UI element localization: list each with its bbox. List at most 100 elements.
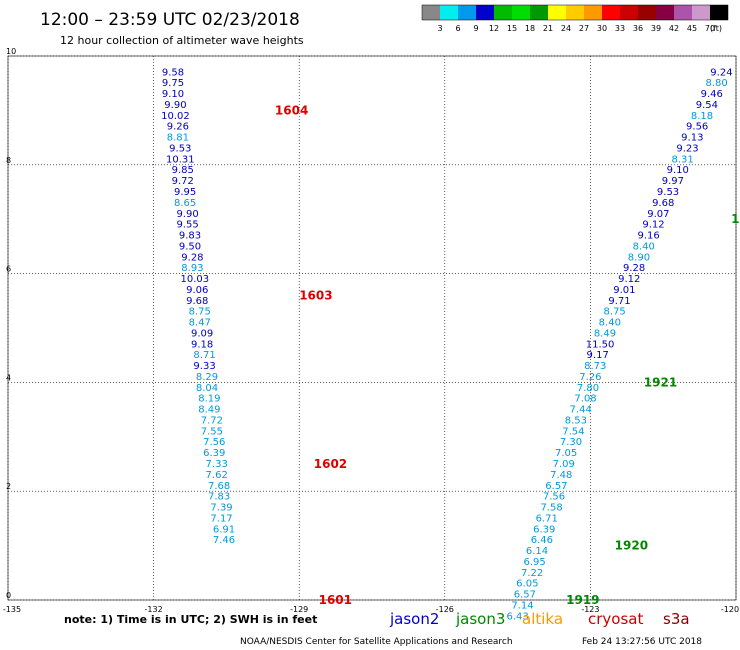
y-tick-label: 6 xyxy=(6,265,11,274)
pass-number: 1601 xyxy=(319,593,352,607)
swh-value: 6.71 xyxy=(536,513,558,524)
pass-number: 1604 xyxy=(275,103,308,117)
swh-value: 6.57 xyxy=(514,590,536,601)
swh-value: 6.95 xyxy=(523,557,545,568)
swh-value: 9.71 xyxy=(608,296,630,307)
chart-subtitle: 12 hour collection of altimeter wave hei… xyxy=(60,34,304,47)
swh-value: 9.07 xyxy=(647,209,669,220)
swh-value: 9.10 xyxy=(162,89,184,100)
swh-value: 9.09 xyxy=(191,328,213,339)
scale-swatch xyxy=(656,5,674,20)
swh-value: 8.71 xyxy=(193,350,215,361)
swh-value: 8.19 xyxy=(198,394,220,405)
scale-swatch xyxy=(602,5,620,20)
swh-value: 8.18 xyxy=(691,111,713,122)
swh-value: 9.53 xyxy=(169,143,191,154)
x-tick-label: -120 xyxy=(721,605,739,614)
plot-grid xyxy=(7,55,737,601)
x-tick-label: -132 xyxy=(145,605,163,614)
y-tick-label: 10 xyxy=(6,47,16,56)
swh-value: 6.57 xyxy=(545,481,567,492)
swh-value: 7.68 xyxy=(208,481,230,492)
swh-value: 9.28 xyxy=(181,252,203,263)
swh-value: 10.02 xyxy=(161,111,190,122)
satellite-altika: altika xyxy=(522,610,563,628)
swh-value: 8.40 xyxy=(633,241,655,252)
swh-value: 8.81 xyxy=(167,133,189,144)
swh-value: 7.55 xyxy=(201,426,223,437)
swh-value: 7.14 xyxy=(511,600,533,611)
swh-value: 9.55 xyxy=(176,220,198,231)
scale-label: 9 xyxy=(473,24,478,33)
y-axis-ticks: 0 2 4 6 8 10 xyxy=(6,47,16,600)
swh-value: 9.46 xyxy=(701,89,723,100)
scale-label: 21 xyxy=(543,24,553,33)
satellite-legend: jason2 jason3 altika cryosat s3a xyxy=(389,610,690,628)
swh-points: 9.589.759.109.9010.029.268.819.5310.319.… xyxy=(161,67,732,622)
swh-value: 7.08 xyxy=(574,394,596,405)
swh-value: 7.33 xyxy=(206,459,228,470)
swh-value: 8.49 xyxy=(198,405,220,416)
swh-value: 9.33 xyxy=(193,361,215,372)
satellite-jason3: jason3 xyxy=(455,610,505,628)
swh-value: 8.65 xyxy=(174,198,196,209)
swh-value: 9.23 xyxy=(676,143,698,154)
swh-value: 6.14 xyxy=(526,546,548,557)
swh-value: 9.50 xyxy=(179,241,201,252)
swh-value: 9.68 xyxy=(652,198,674,209)
swh-value: 9.56 xyxy=(686,122,708,133)
scale-label: 70 xyxy=(705,24,715,33)
swh-value: 7.72 xyxy=(201,415,223,426)
swh-value: 8.75 xyxy=(189,307,211,318)
scale-label: 18 xyxy=(525,24,535,33)
swh-value: 7.05 xyxy=(555,448,577,459)
scale-swatch xyxy=(458,5,476,20)
swh-value: 9.83 xyxy=(179,231,201,242)
pass-labels: 1604 1603 1602 1601 1922 1921 1920 1919 xyxy=(275,103,740,607)
scale-label: 39 xyxy=(651,24,661,33)
swh-value: 9.13 xyxy=(681,133,703,144)
swh-value: 11.50 xyxy=(586,339,615,350)
swh-value: 7.39 xyxy=(210,503,232,514)
pass-number: 1922 xyxy=(731,212,740,226)
scale-label: 33 xyxy=(615,24,625,33)
x-tick-label: -135 xyxy=(3,605,21,614)
swh-value: 9.12 xyxy=(618,274,640,285)
swh-value: 8.40 xyxy=(599,318,621,329)
scale-label: 30 xyxy=(597,24,607,33)
swh-value: 8.53 xyxy=(565,415,587,426)
scale-swatch xyxy=(512,5,530,20)
satellite-s3a: s3a xyxy=(663,610,690,628)
swh-value: 7.30 xyxy=(560,437,582,448)
scale-label: 15 xyxy=(507,24,517,33)
swh-value: 7.46 xyxy=(213,535,235,546)
swh-value: 9.53 xyxy=(657,187,679,198)
swh-value: 8.31 xyxy=(671,154,693,165)
swh-value: 9.06 xyxy=(186,285,208,296)
swh-value: 9.17 xyxy=(587,350,609,361)
y-tick-label: 0 xyxy=(6,591,11,600)
swh-value: 8.47 xyxy=(189,318,211,329)
swh-value: 9.97 xyxy=(662,176,684,187)
scale-unit: (ft) xyxy=(710,24,722,33)
chart-title: 12:00 – 23:59 UTC 02/23/2018 xyxy=(40,10,300,30)
scale-label: 3 xyxy=(437,24,442,33)
swh-value: 9.90 xyxy=(164,100,186,111)
scale-swatch xyxy=(476,5,494,20)
swh-value: 7.83 xyxy=(208,492,230,503)
swh-value: 6.05 xyxy=(516,579,538,590)
swh-value: 10.31 xyxy=(166,154,195,165)
swh-value: 9.90 xyxy=(176,209,198,220)
y-tick-label: 2 xyxy=(6,482,11,491)
swh-value: 6.43 xyxy=(506,611,528,622)
swh-value: 9.24 xyxy=(710,67,732,78)
swh-value: 7.26 xyxy=(579,372,601,383)
x-tick-label: -123 xyxy=(581,605,599,614)
scale-swatch xyxy=(620,5,638,20)
swh-value: 7.09 xyxy=(553,459,575,470)
swh-value: 9.72 xyxy=(172,176,194,187)
scale-swatch xyxy=(674,5,692,20)
swh-value: 8.04 xyxy=(196,383,218,394)
scale-label: 6 xyxy=(455,24,460,33)
swh-value: 9.18 xyxy=(191,339,213,350)
